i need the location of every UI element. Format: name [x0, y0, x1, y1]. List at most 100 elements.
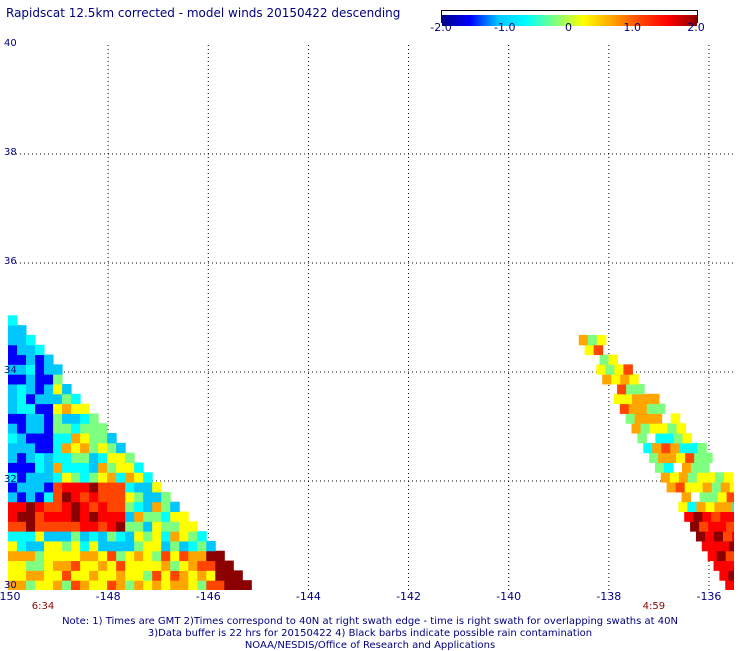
- wind-diff-cell: [170, 540, 180, 552]
- wind-diff-cell: [53, 482, 63, 493]
- wind-diff-cell: [170, 580, 180, 590]
- colorbar: [441, 10, 698, 26]
- wind-diff-cell: [719, 570, 729, 581]
- wind-diff-cell: [62, 433, 72, 444]
- wind-diff-cell: [71, 442, 81, 454]
- wind-diff-cell: [670, 442, 680, 454]
- wind-diff-cell: [44, 393, 54, 405]
- wind-diff-cell: [170, 531, 180, 542]
- wind-diff-cell: [8, 491, 18, 503]
- wind-diff-cell: [8, 540, 18, 552]
- wind-diff-cell: [8, 374, 18, 385]
- wind-diff-cell: [98, 550, 108, 562]
- wind-diff-cell: [722, 560, 733, 571]
- wind-diff-cell: [725, 580, 734, 590]
- wind-diff-cell: [161, 560, 171, 571]
- longitude-label: -148: [95, 590, 121, 603]
- wind-diff-cell: [44, 423, 54, 434]
- wind-diff-cell: [728, 540, 734, 552]
- longitude-label: -150: [0, 590, 21, 603]
- wind-diff-cell: [152, 540, 162, 552]
- wind-diff-cell: [26, 540, 36, 552]
- wind-diff-cell: [116, 462, 126, 473]
- wind-diff-cell: [688, 442, 698, 454]
- wind-diff-cell: [26, 413, 36, 424]
- wind-diff-cell: [215, 580, 225, 590]
- wind-diff-cell: [206, 580, 216, 590]
- wind-diff-cell: [8, 433, 18, 444]
- wind-diff-cell: [634, 413, 645, 424]
- wind-diff-cell: [134, 462, 144, 473]
- wind-diff-cell: [17, 393, 27, 405]
- wind-diff-cell: [26, 521, 36, 532]
- wind-diff-cell: [714, 472, 725, 483]
- wind-diff-cell: [629, 374, 639, 385]
- wind-diff-cell: [197, 540, 207, 552]
- wind-diff-cell: [44, 383, 54, 395]
- wind-diff-cell: [71, 570, 81, 581]
- wind-diff-cell: [17, 511, 27, 522]
- wind-diff-cell: [116, 521, 126, 532]
- colorbar-tick-label: 1.0: [623, 21, 642, 34]
- wind-diff-cell: [89, 423, 99, 434]
- wind-diff-cell: [125, 452, 135, 463]
- wind-diff-cell: [62, 540, 72, 552]
- wind-diff-cell: [731, 531, 734, 542]
- wind-diff-cell: [71, 462, 81, 473]
- note-line-1: Note: 1) Times are GMT 2)Times correspon…: [62, 616, 678, 627]
- wind-diff-cell: [80, 540, 90, 552]
- wind-diff-cell: [44, 472, 54, 483]
- wind-diff-cell: [713, 560, 724, 571]
- wind-diff-cell: [649, 452, 659, 463]
- wind-diff-cell: [89, 511, 99, 522]
- wind-diff-cell: [8, 393, 18, 405]
- wind-diff-cell: [44, 521, 54, 532]
- wind-diff-cell: [26, 423, 36, 434]
- wind-diff-cell: [675, 482, 686, 493]
- wind-diff-cell: [35, 580, 45, 590]
- wind-diff-cell: [716, 550, 727, 562]
- wind-diff-cell: [224, 580, 234, 590]
- wind-diff-cell: [17, 383, 27, 395]
- wind-diff-cell: [197, 550, 207, 562]
- wind-diff-cell: [682, 433, 692, 444]
- longitude-label: -138: [596, 590, 622, 603]
- wind-diff-cell: [593, 344, 604, 356]
- wind-diff-cell: [17, 560, 27, 571]
- wind-diff-cell: [62, 472, 72, 483]
- wind-diff-cell: [26, 560, 36, 571]
- wind-diff-cell: [179, 511, 189, 522]
- wind-diff-cell: [71, 540, 81, 552]
- wind-diff-cell: [107, 452, 117, 463]
- wind-diff-cell: [17, 550, 27, 562]
- wind-diff-cell: [8, 472, 18, 483]
- wind-diff-cell: [44, 462, 54, 473]
- wind-diff-cell: [660, 472, 671, 483]
- wind-diff-cell: [631, 393, 642, 405]
- wind-diff-cell: [71, 433, 81, 444]
- wind-diff-cell: [170, 550, 180, 562]
- wind-diff-cell: [578, 334, 589, 346]
- wind-diff-cell: [17, 570, 27, 581]
- wind-diff-cell: [62, 442, 72, 454]
- wind-diff-cell: [35, 540, 45, 552]
- wind-diff-cell: [233, 570, 243, 581]
- wind-diff-cell: [197, 580, 207, 590]
- wind-diff-cell: [655, 433, 665, 444]
- wind-diff-cell: [44, 452, 54, 463]
- wind-diff-cell: [116, 452, 126, 463]
- wind-diff-cell: [617, 383, 627, 395]
- wind-diff-cell: [53, 433, 63, 444]
- wind-diff-cell: [89, 472, 99, 483]
- wind-diff-cell: [71, 403, 81, 414]
- wind-diff-cell: [134, 540, 144, 552]
- wind-diff-cell: [717, 491, 728, 503]
- wind-diff-cell: [134, 521, 144, 532]
- wind-diff-cell: [71, 452, 81, 463]
- wind-diff-cell: [179, 580, 189, 590]
- wind-diff-cell: [729, 511, 734, 522]
- wind-diff-cell: [134, 531, 144, 542]
- wind-diff-cell: [71, 511, 81, 522]
- wind-diff-cell: [637, 403, 648, 414]
- wind-diff-cell: [17, 344, 27, 356]
